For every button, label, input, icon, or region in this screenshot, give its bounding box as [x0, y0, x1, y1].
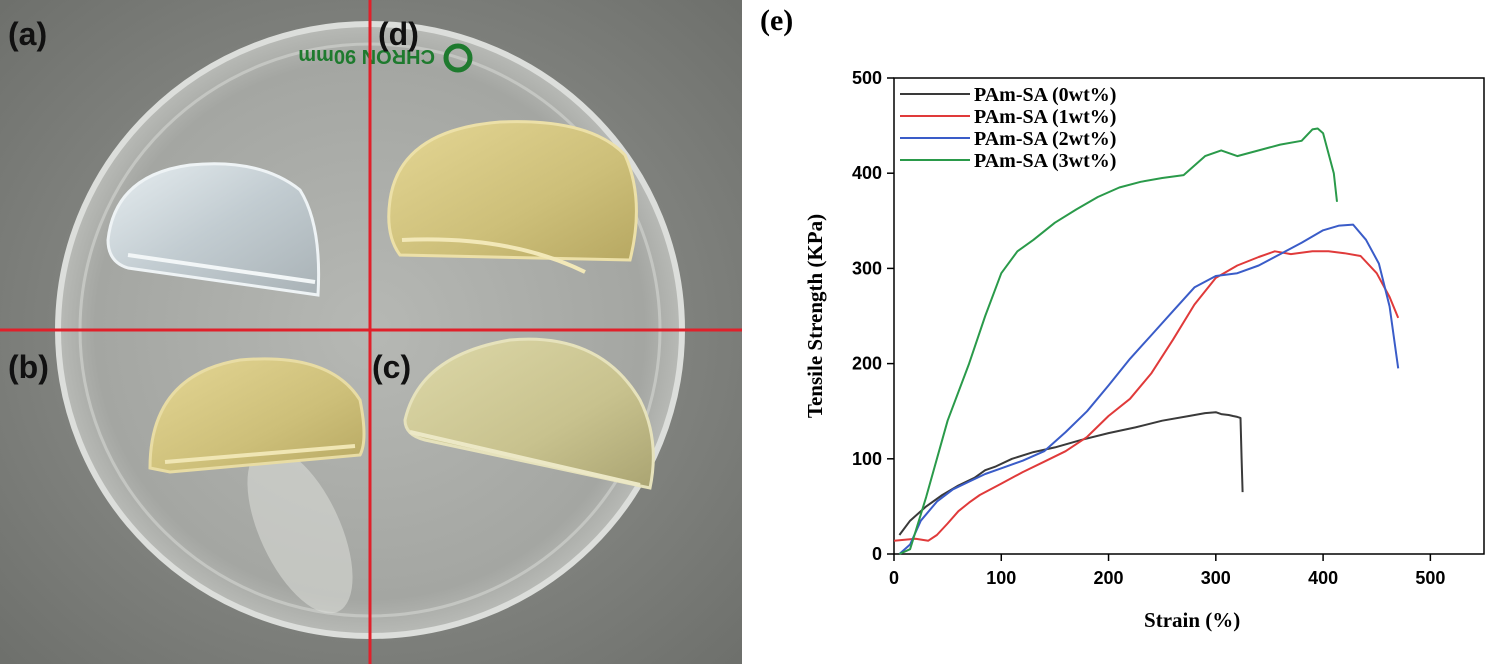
x-tick-label: 200	[1094, 568, 1124, 588]
panel-label-c: (c)	[372, 349, 411, 385]
dish-highlight	[247, 446, 353, 614]
y-tick-label: 0	[872, 544, 882, 564]
hydrogel-photo: CHRON 90mm (a) (d) (b) (c)	[0, 0, 742, 664]
x-tick-label: 400	[1308, 568, 1338, 588]
gel-sample-a-edge	[127, 253, 316, 284]
series-lines	[893, 127, 1400, 555]
gel-sample-b	[148, 357, 366, 474]
gel-sample-d	[387, 120, 638, 262]
y-axis-label: Tensile Strength (KPa)	[803, 214, 827, 418]
series-line-0	[898, 411, 1244, 536]
gel-sample-c	[403, 337, 655, 490]
x-tick-label: 100	[986, 568, 1016, 588]
panel-label-a: (a)	[8, 16, 47, 52]
gel-sample-a	[106, 162, 321, 297]
y-tick-label: 100	[852, 449, 882, 469]
legend-label-2: PAm-SA (2wt%)	[974, 128, 1116, 150]
axis-ticks: 0 100 200 300 400 500 0 100 200 300 400 500	[852, 68, 1445, 588]
y-tick-label: 200	[852, 354, 882, 374]
series-line-1	[893, 250, 1400, 542]
dish-print-text: CHRON 90mm	[298, 45, 435, 67]
gel-sample-c-edge	[409, 430, 641, 487]
plot-border	[893, 77, 1485, 555]
series-line-2	[898, 223, 1400, 555]
panel-label-b: (b)	[8, 349, 49, 385]
legend-label-0: PAm-SA (0wt%)	[974, 84, 1116, 106]
gel-sample-b-edge	[164, 444, 356, 464]
legend: PAm-SA (0wt%)PAm-SA (1wt%)PAm-SA (2wt%)P…	[900, 84, 1116, 172]
chart-panel-label: (e)	[760, 4, 793, 37]
x-axis-label: Strain (%)	[1144, 608, 1240, 632]
x-tick-label: 500	[1415, 568, 1445, 588]
legend-label-1: PAm-SA (1wt%)	[974, 106, 1116, 128]
x-tick-label: 0	[889, 568, 899, 588]
dish-print-logo: CHRON 90mm	[298, 43, 473, 73]
y-tick-label: 500	[852, 68, 882, 88]
y-tick-label: 400	[852, 163, 882, 183]
y-tick-label: 300	[852, 258, 882, 278]
panel-label-d: (d)	[378, 16, 419, 52]
series-line-3	[898, 127, 1338, 555]
plot-frame	[893, 77, 1485, 555]
gel-sample-d-edge	[401, 237, 586, 274]
tensile-chart: (e) 0 100 200 300 400 500 0 100 200 300 400 500 PAm…	[760, 4, 1485, 632]
x-tick-label: 300	[1201, 568, 1231, 588]
legend-label-3: PAm-SA (3wt%)	[974, 150, 1116, 172]
